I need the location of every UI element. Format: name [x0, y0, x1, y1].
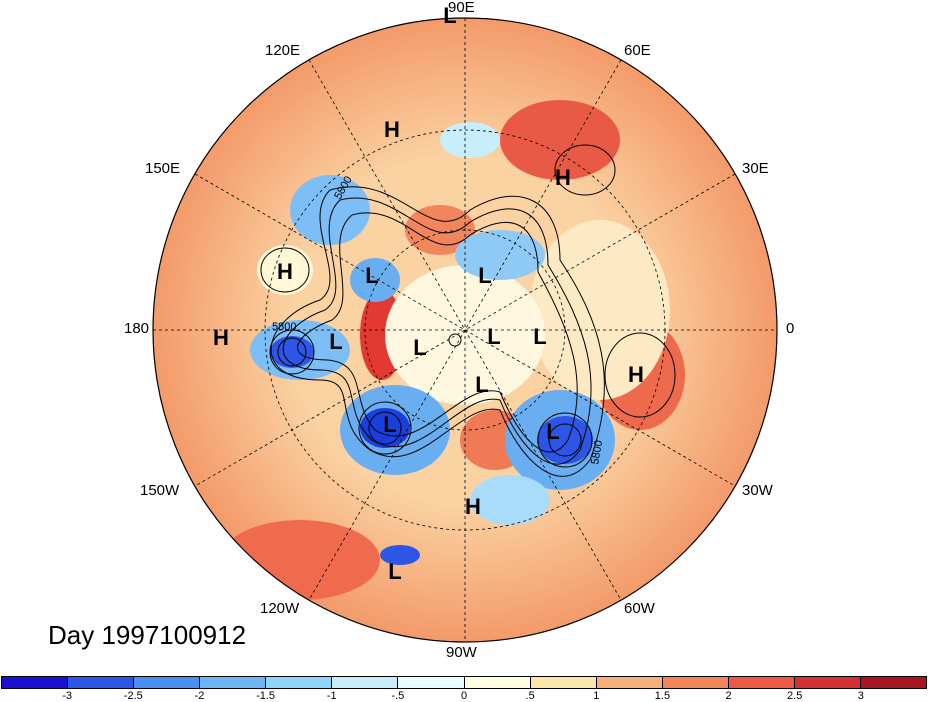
lon-label: 120E — [265, 42, 301, 59]
low-center: L — [388, 559, 402, 584]
low-center: L — [365, 263, 379, 288]
high-center: H — [465, 494, 481, 519]
date-title: Day 1997100912 — [48, 620, 247, 650]
low-center: L — [413, 335, 427, 360]
colorbar-tick-label: .5 — [525, 690, 535, 702]
contours — [260, 144, 676, 477]
lon-label: 90E — [448, 0, 475, 16]
lon-label: 30E — [742, 160, 769, 177]
colorbar-swatch — [398, 677, 465, 688]
colorbar-tick-label: 0 — [460, 690, 468, 702]
low-center: L — [546, 419, 560, 444]
colorbar-swatch — [134, 677, 201, 688]
graticule — [153, 18, 777, 642]
colorbar-swatch — [794, 677, 862, 688]
colorbar-tick-label: -1.5 — [256, 690, 276, 702]
colorbar-tick-label: 1 — [593, 690, 600, 702]
colorbar-swatch — [68, 677, 135, 688]
lon-label: 60W — [624, 600, 655, 617]
low-center: L — [443, 3, 457, 28]
low-center: L — [383, 412, 397, 437]
colorbar-swatch — [2, 677, 69, 688]
colorbar-tick-label: -2 — [194, 690, 205, 702]
high-center: H — [555, 165, 571, 190]
colorbar — [1, 676, 927, 689]
low-center: L — [475, 372, 489, 397]
colorbar-swatch — [728, 677, 795, 688]
lon-label: 30W — [742, 482, 773, 499]
low-center: L — [478, 263, 492, 288]
colorbar-tick-label: -1 — [326, 690, 337, 702]
high-center: H — [384, 117, 400, 142]
contour-label: 5800 — [272, 321, 296, 333]
lon-label: 180 — [124, 320, 150, 337]
map-boundary — [152, 17, 778, 643]
high-center: H — [277, 259, 293, 284]
colorbar-tick-label: 3 — [857, 690, 864, 702]
colorbar-swatch — [530, 677, 597, 688]
lon-label: 120W — [260, 600, 300, 617]
colorbar-swatch — [332, 677, 399, 688]
colorbar-tick-label: 2 — [725, 690, 732, 702]
lon-label: 60E — [624, 42, 651, 59]
lon-label: 0 — [786, 320, 795, 337]
colorbar-swatch — [662, 677, 729, 688]
colorbar-swatch — [596, 677, 663, 688]
lon-label: 150W — [140, 482, 180, 499]
lon-label: 150E — [145, 160, 181, 177]
low-center: L — [487, 324, 501, 349]
colorbar-tick-label: -.5 — [391, 690, 405, 702]
colorbar-tick-label: -3 — [62, 690, 73, 702]
high-center: H — [213, 325, 229, 350]
contour-label: 5800 — [589, 439, 605, 465]
colorbar-swatch — [200, 677, 267, 688]
colorbar-tick-label: 1.5 — [654, 690, 671, 702]
colorbar-tick-label: 2.5 — [787, 690, 803, 702]
colorbar-swatch — [266, 677, 333, 688]
low-center: L — [329, 329, 343, 354]
high-center: H — [628, 362, 644, 387]
low-center: L — [533, 324, 547, 349]
colorbar-swatch — [464, 677, 531, 688]
lon-label: 90W — [446, 644, 477, 661]
colorbar-tick-label: -2.5 — [123, 690, 143, 702]
colorbar-swatch — [861, 677, 927, 688]
